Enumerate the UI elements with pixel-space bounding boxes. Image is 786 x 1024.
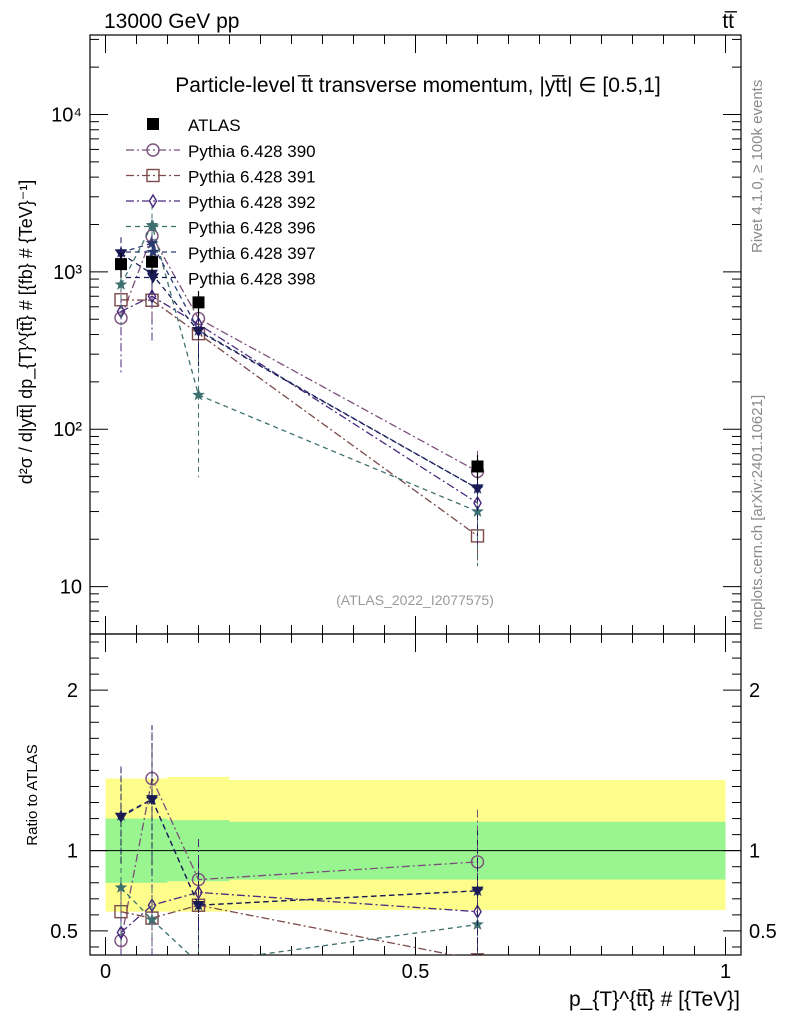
ratio-axis-label: Ratio to ATLAS (24, 744, 41, 845)
ratio-line-pythia-6.428-396 (120, 887, 478, 955)
analysis-watermark: (ATLAS_2022_I2077575) (336, 592, 494, 608)
x-tick-label: 1 (720, 961, 731, 983)
series-line-pythia-6.428-396 (120, 223, 478, 513)
ratio-point-pythia-6.428-398 (146, 795, 158, 806)
legend-label: Pythia 6.428 398 (188, 270, 316, 289)
ratio-tick-label: 2 (67, 680, 78, 702)
legend: ATLAS Pythia 6.428 390 Pythia 6.428 391 Pyt… (126, 116, 316, 289)
ratio-point-pythia-6.428-392 (147, 897, 157, 913)
ratio-series (114, 725, 485, 968)
legend-label-atlas: ATLAS (188, 116, 241, 135)
process-label: tt̅ (722, 10, 738, 33)
point-pythia-6.428-396 (471, 504, 484, 517)
ratio-tick-label: 1 (67, 841, 78, 863)
axis-ticks (90, 35, 741, 955)
x-tick-label: 0 (100, 961, 111, 983)
legend-label: Pythia 6.428 396 (188, 219, 316, 238)
ratio-point-pythia-6.428-396 (192, 956, 205, 968)
legend-label: Pythia 6.428 397 (188, 244, 316, 263)
legend-marker (146, 168, 160, 183)
atlas-point (115, 258, 127, 271)
legend-marker (146, 245, 160, 258)
legend-label: Pythia 6.428 390 (188, 142, 316, 161)
legend-marker (147, 273, 159, 284)
ratio-tick-label-right: 1 (749, 841, 760, 863)
ratio-point-pythia-6.428-392 (116, 925, 126, 940)
ratio-point-pythia-6.428-392 (194, 885, 203, 900)
point-pythia-6.428-396 (114, 278, 128, 290)
ratio-point-pythia-6.428-391 (470, 953, 485, 955)
point-pythia-6.428-397 (145, 236, 159, 249)
legend-marker (148, 193, 158, 209)
rivet-version-label: Rivet 4.1.0, ≥ 100k events (749, 80, 766, 253)
series-line-pythia-6.428-391 (120, 299, 478, 537)
ratio-line-pythia-6.428-392 (120, 891, 478, 933)
ratio-point-pythia-6.428-398 (471, 886, 484, 897)
ratio-point-pythia-6.428-398 (115, 812, 127, 823)
ratio-point-pythia-6.428-398 (192, 901, 205, 912)
x-tick-label: 0.5 (402, 961, 430, 983)
mcplots-label: mcplots.cern.ch [arXiv:2401.10621] (749, 395, 766, 630)
legend-label: Pythia 6.428 392 (188, 193, 316, 212)
series-line-pythia-6.428-392 (120, 295, 478, 504)
legend-label: Pythia 6.428 391 (188, 168, 316, 187)
atlas-point (146, 255, 158, 268)
y-tick-label: 10² (53, 419, 82, 441)
ratio-line-pythia-6.428-398 (120, 798, 478, 906)
ratio-point-pythia-6.428-396 (145, 913, 159, 925)
series-line-pythia-6.428-398 (120, 252, 478, 490)
x-axis-label: p_{T}^{tt̅} # [{TeV}] (569, 988, 740, 1011)
ratio-tick-label-right: 2 (749, 680, 760, 702)
point-pythia-6.428-398 (192, 326, 205, 338)
chart-title: Particle-level t̅t transverse momentum, … (175, 74, 661, 97)
ratio-tick-label: 0.5 (50, 921, 78, 943)
atlas-point (471, 460, 484, 473)
atlas-point (192, 296, 205, 309)
y-tick-label: 10 (60, 577, 82, 599)
ratio-point-pythia-6.428-396 (114, 881, 128, 893)
ratio-tick-label-right: 0.5 (749, 921, 777, 943)
point-pythia-6.428-396 (192, 388, 205, 401)
legend-marker (146, 143, 160, 157)
legend-marker-atlas (147, 118, 159, 130)
y-axis-label: d²σ / d|ytt̅| dp_{T}^{tt̅} # [{fb} # {Te… (16, 180, 37, 485)
legend-marker (146, 219, 160, 232)
ratio-line-pythia-6.428-390 (120, 776, 478, 941)
energy-label: 13000 GeV pp (104, 10, 239, 33)
y-tick-label: 10³ (53, 262, 82, 284)
point-pythia-6.428-398 (471, 484, 484, 495)
y-tick-label: 10⁴ (51, 104, 82, 126)
ratio-line-pythia-6.428-391 (120, 904, 457, 955)
